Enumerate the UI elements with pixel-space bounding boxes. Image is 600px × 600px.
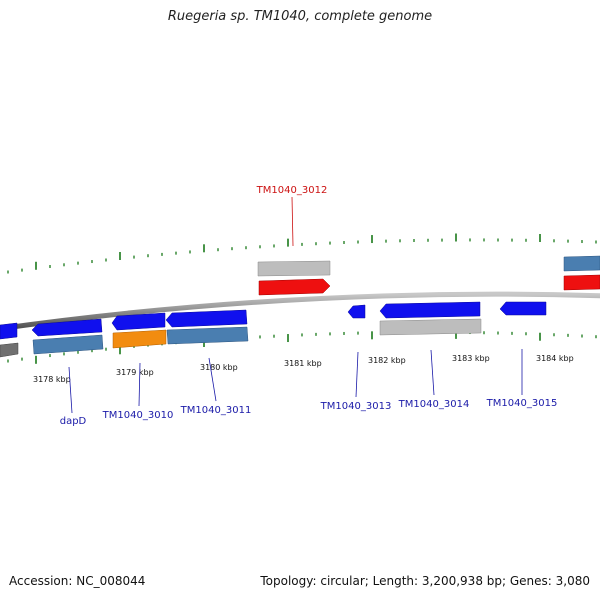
gene-fragment-right-steel[interactable] xyxy=(563,255,600,272)
leader-3014 xyxy=(430,349,435,396)
gene-3014-cds[interactable] xyxy=(379,318,482,336)
leader-3011 xyxy=(208,357,217,402)
gene-dapD-cds[interactable] xyxy=(32,334,104,355)
map-title: Ruegeria sp. TM1040, complete genome xyxy=(167,9,433,24)
outer-tick-ring xyxy=(7,233,597,274)
gene-label-3013[interactable]: TM1040_3013 xyxy=(320,401,392,412)
leader-3012 xyxy=(291,196,294,247)
gene-labels: dapD TM1040_3010 TM1040_3011 TM1040_3012… xyxy=(60,185,558,427)
kbp-label-3182: 3182 kbp xyxy=(368,356,406,365)
kbp-label-3183: 3183 kbp xyxy=(452,354,490,363)
gene-label-3010[interactable]: TM1040_3010 xyxy=(102,410,174,421)
gene-3015-arrow[interactable] xyxy=(499,301,547,316)
gene-fragment-left-blue[interactable] xyxy=(0,322,18,340)
gene-label-3012[interactable]: TM1040_3012 xyxy=(256,185,328,196)
gene-3010-cds[interactable] xyxy=(112,329,167,349)
feature-track xyxy=(0,255,600,358)
kbp-label-3180: 3180 kbp xyxy=(200,363,238,372)
genome-summary-text: Topology: circular; Length: 3,200,938 bp… xyxy=(260,574,590,588)
leader-3013 xyxy=(355,351,359,398)
gene-label-dapD[interactable]: dapD xyxy=(60,416,87,427)
accession-text: Accession: NC_008044 xyxy=(9,574,146,588)
gene-3012-rna[interactable] xyxy=(257,260,331,277)
gene-fragment-left-gray[interactable] xyxy=(0,342,19,358)
gene-3011-cds[interactable] xyxy=(166,326,249,345)
gene-3013-arrow[interactable] xyxy=(347,304,366,319)
genome-backbone xyxy=(0,291,600,332)
gene-dapD-arrow[interactable] xyxy=(31,318,103,337)
gene-3010-arrow[interactable] xyxy=(111,312,166,331)
gene-3012-arrow[interactable] xyxy=(258,278,331,296)
kbp-scale: 3178 kbp 3179 kbp 3180 kbp 3181 kbp 3182… xyxy=(33,354,574,384)
kbp-label-3184: 3184 kbp xyxy=(536,354,574,363)
gene-fragment-right-red[interactable] xyxy=(563,274,600,291)
leader-dapD xyxy=(68,366,73,414)
gene-label-3011[interactable]: TM1040_3011 xyxy=(180,405,252,416)
gene-3014-arrow[interactable] xyxy=(379,301,481,319)
gene-3011-arrow[interactable] xyxy=(165,309,248,328)
kbp-label-3181: 3181 kbp xyxy=(284,359,322,368)
leader-3010 xyxy=(138,362,141,407)
gene-label-3015[interactable]: TM1040_3015 xyxy=(486,398,558,409)
label-leaders xyxy=(68,196,523,414)
gene-label-3014[interactable]: TM1040_3014 xyxy=(398,399,470,410)
kbp-label-3179: 3179 kbp xyxy=(116,368,154,377)
kbp-label-3178: 3178 kbp xyxy=(33,375,71,384)
